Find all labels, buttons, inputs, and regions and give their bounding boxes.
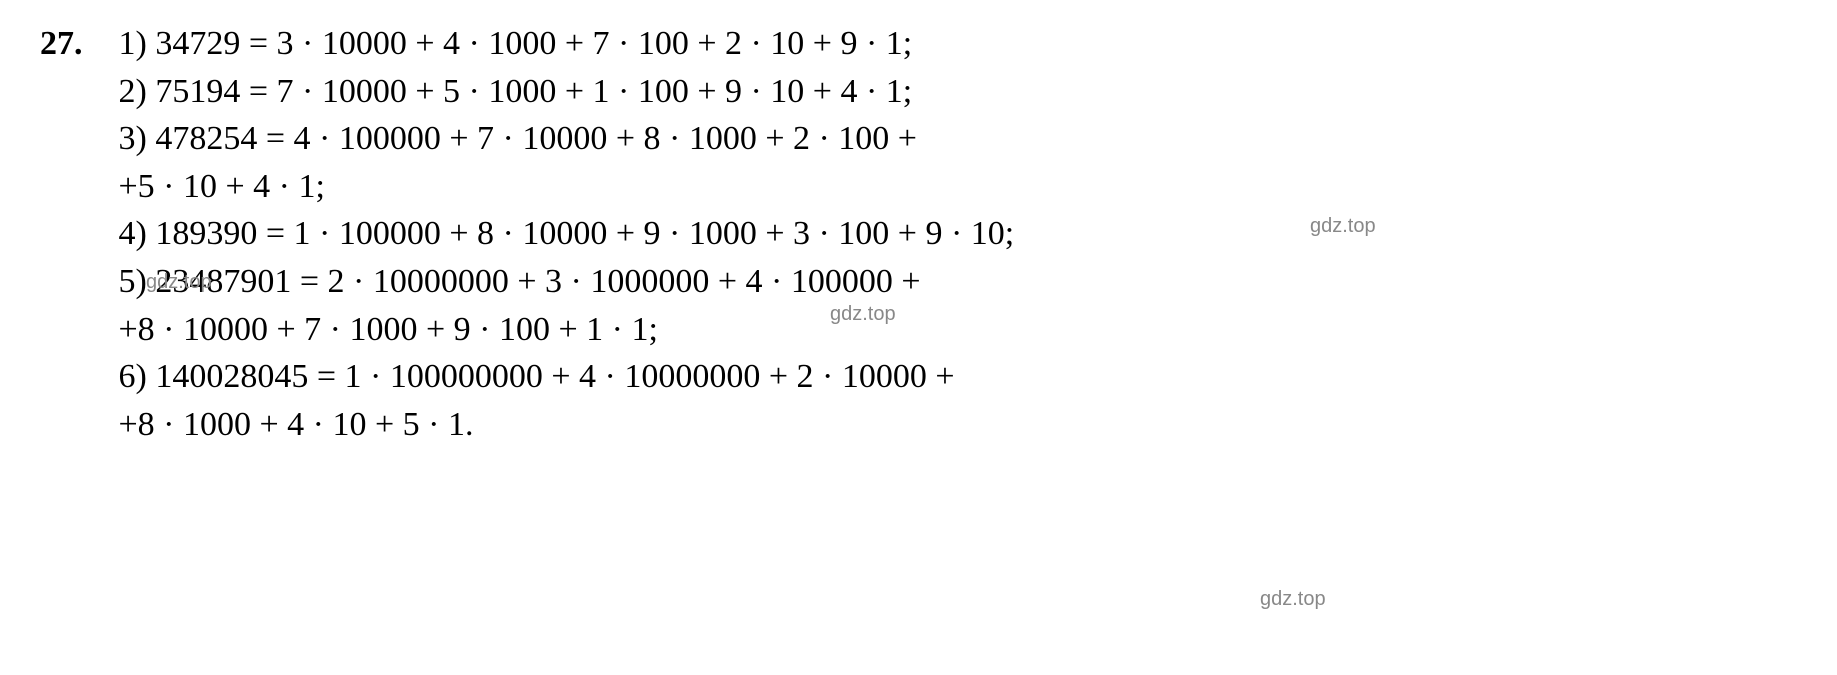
equation-line: 4) 189390 = 1 · 100000 + 8 · 10000 + 9 ·… bbox=[119, 210, 1796, 258]
equation-continuation: +8 · 1000 + 4 · 10 + 5 · 1. bbox=[119, 401, 1796, 449]
equation-line: 5) 23487901 = 2 · 10000000 + 3 · 1000000… bbox=[119, 258, 1796, 306]
equation-line: 1) 34729 = 3 · 10000 + 4 · 1000 + 7 · 10… bbox=[119, 20, 1796, 68]
watermark-text: gdz.top bbox=[1260, 585, 1326, 613]
equation-line: 2) 75194 = 7 · 10000 + 5 · 1000 + 1 · 10… bbox=[119, 68, 1796, 116]
equation-continuation: +8 · 10000 + 7 · 1000 + 9 · 100 + 1 · 1; bbox=[119, 306, 1796, 354]
problem-container: 27. 1) 34729 = 3 · 10000 + 4 · 1000 + 7 … bbox=[40, 20, 1797, 448]
equation-continuation: +5 · 10 + 4 · 1; bbox=[119, 163, 1796, 211]
equation-line: 3) 478254 = 4 · 100000 + 7 · 10000 + 8 ·… bbox=[119, 115, 1796, 163]
problem-content: 1) 34729 = 3 · 10000 + 4 · 1000 + 7 · 10… bbox=[119, 20, 1796, 448]
problem-number: 27. bbox=[40, 20, 110, 68]
equation-line: 6) 140028045 = 1 · 100000000 + 4 · 10000… bbox=[119, 353, 1796, 401]
